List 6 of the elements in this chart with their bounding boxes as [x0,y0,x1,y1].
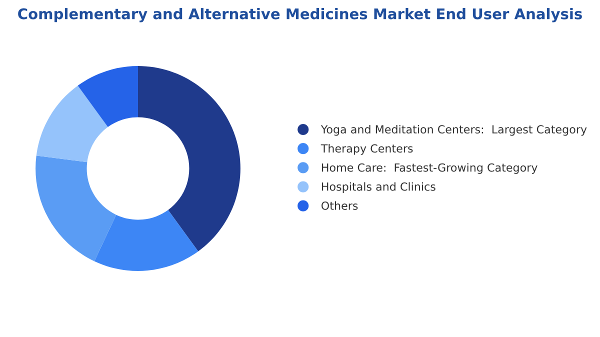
legend-label: Yoga and Meditation Centers: Largest Category [320,124,587,136]
chart-title: Complementary and Alternative Medicines Market End User Analysis [18,8,582,22]
legend-label: Home Care: Fastest-Growing Category [322,163,538,174]
legend-label: Therapy Centers [320,144,413,155]
legend-label: Hospitals and Clinics [322,182,436,193]
legend-label: Others [322,201,358,210]
